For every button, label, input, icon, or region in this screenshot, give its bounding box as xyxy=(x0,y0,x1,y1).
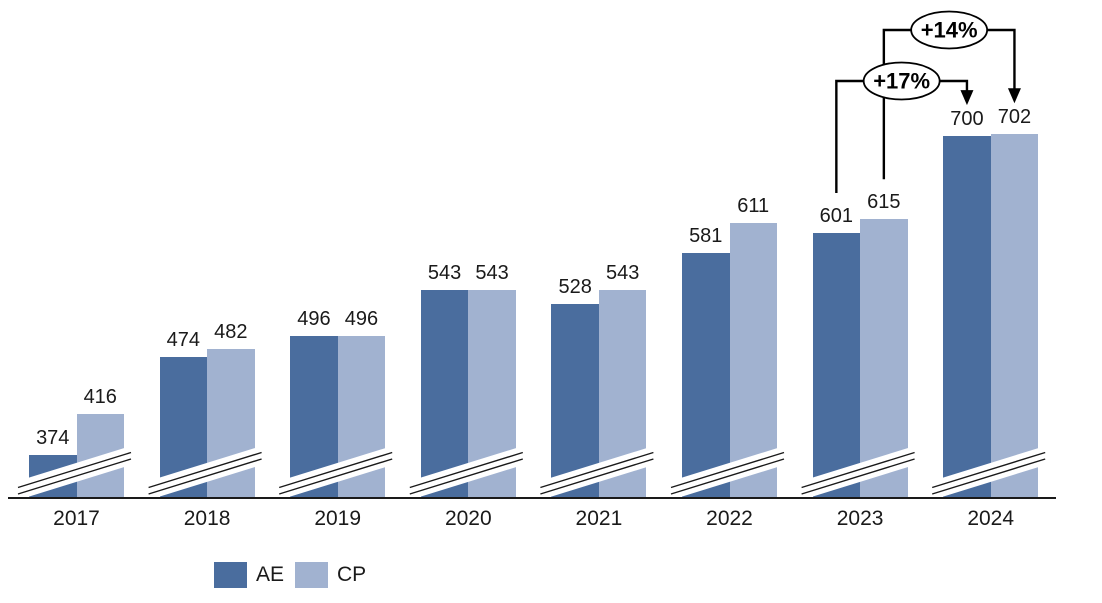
x-axis-label-2021: 2021 xyxy=(575,507,623,530)
value-label-2020-cp: 543 xyxy=(475,261,509,284)
legend-swatch-ae xyxy=(214,562,247,588)
bar-2024-cp xyxy=(990,134,1039,498)
bar-2020-cp xyxy=(468,289,516,498)
bar-2017-cp xyxy=(76,413,124,498)
bar-2017-ae xyxy=(29,455,77,498)
value-label-2022-cp: 611 xyxy=(737,195,770,218)
bar-2022-cp xyxy=(729,223,777,498)
bar-2019-cp xyxy=(337,335,386,498)
value-label-2024-cp: 702 xyxy=(997,106,1032,129)
bar-2022-ae xyxy=(682,252,730,498)
x-axis-label-2018: 2018 xyxy=(183,507,231,530)
value-label-2018-ae: 474 xyxy=(166,329,201,352)
legend-item-ae: AE xyxy=(214,562,284,588)
legend-swatch-cp xyxy=(295,562,329,588)
x-axis-label-2024: 2024 xyxy=(967,507,1015,530)
x-axis-label-2019: 2019 xyxy=(314,507,362,530)
bar-2019-ae xyxy=(290,335,338,498)
value-label-2017-ae: 374 xyxy=(36,427,70,449)
value-label-2023-cp: 615 xyxy=(867,191,901,214)
bar-2018-cp xyxy=(207,349,255,498)
legend: AE CP xyxy=(214,562,366,588)
legend-label-cp: CP xyxy=(337,563,367,586)
legend-label-ae: AE xyxy=(256,563,285,586)
x-axis-label-2022: 2022 xyxy=(706,507,753,530)
bar-2021-cp xyxy=(598,289,647,498)
bar-2023-ae xyxy=(812,233,861,498)
bar-2021-ae xyxy=(551,304,599,498)
x-axis-label-2020: 2020 xyxy=(444,507,492,530)
growth-arrow-head-ae xyxy=(960,90,974,106)
growth-ellipse-ae xyxy=(862,61,941,101)
bar-2023-cp xyxy=(860,219,908,498)
annotation-bubbles: +17% +14% xyxy=(862,10,989,101)
bar-2024-ae xyxy=(943,136,991,498)
value-label-2018-cp: 482 xyxy=(214,321,248,344)
growth-ellipse-cp xyxy=(910,10,989,50)
bar-2020-ae xyxy=(420,289,469,498)
value-label-2020-ae: 543 xyxy=(427,261,462,284)
growth-label-ae: +17% xyxy=(873,69,930,94)
value-label-2021-ae: 528 xyxy=(558,276,592,299)
x-axis-label-2017: 2017 xyxy=(53,507,100,530)
value-label-2019-ae: 496 xyxy=(297,307,331,330)
value-label-2017-cp: 416 xyxy=(83,385,117,408)
legend-item-cp: CP xyxy=(295,562,366,588)
bar-2018-ae xyxy=(159,357,208,498)
value-label-2023-ae: 601 xyxy=(819,205,854,227)
growth-arrow-head-cp xyxy=(1007,88,1021,104)
growth-label-cp: +14% xyxy=(921,18,978,43)
x-axis-label-2023: 2023 xyxy=(836,507,884,530)
value-label-2021-cp: 543 xyxy=(605,261,640,284)
value-label-2019-cp: 496 xyxy=(344,307,379,330)
value-label-2022-ae: 581 xyxy=(689,224,723,247)
